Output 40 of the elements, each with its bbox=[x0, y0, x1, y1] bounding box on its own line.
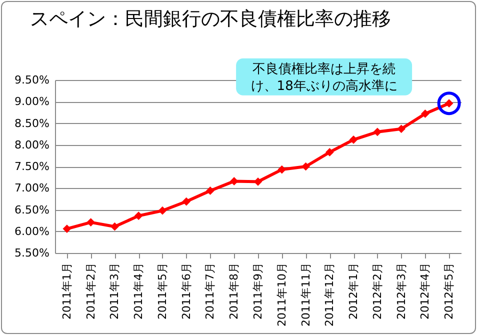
point bbox=[349, 136, 358, 144]
x-tick-label: 2011年1月 bbox=[60, 262, 74, 320]
point bbox=[158, 206, 167, 215]
x-tick-label: 2012年3月 bbox=[394, 262, 408, 320]
x-tick-label: 2012年4月 bbox=[418, 262, 432, 320]
y-tick-label: 8.00% bbox=[14, 138, 50, 152]
y-tick-label: 8.50% bbox=[14, 116, 50, 130]
chart-title: スペイン：民間銀行の不良債権比率の推移 bbox=[30, 7, 391, 32]
y-tick-label: 6.50% bbox=[14, 203, 50, 216]
x-tick-label: 2011年2月 bbox=[84, 262, 98, 320]
point bbox=[302, 162, 310, 171]
x-tick-label: 2012年2月 bbox=[370, 262, 384, 320]
x-tick-label: 2011年5月 bbox=[156, 262, 169, 320]
x-tick-label: 2011年7月 bbox=[204, 262, 217, 320]
x-tick-label: 2012年1月 bbox=[347, 262, 360, 320]
annotation: 不良債権比率は上昇を続け、18年ぶりの高水準に bbox=[250, 60, 398, 94]
x-tick-label: 2011年9月 bbox=[252, 262, 264, 320]
x-tick-label: 2011年11月 bbox=[299, 262, 312, 326]
y-tick-label: 5.50% bbox=[14, 246, 50, 260]
x-tick-label: 2011年4月 bbox=[132, 262, 146, 320]
point bbox=[420, 110, 430, 118]
y-tick-label: 6.00% bbox=[14, 224, 50, 238]
x-tick-label: 2012年5月 bbox=[442, 262, 456, 320]
point bbox=[182, 197, 191, 206]
y-tick-label: 7.50% bbox=[14, 160, 50, 173]
y-tick-label: 9.00% bbox=[14, 95, 50, 108]
x-tick-label: 2011年12月 bbox=[323, 262, 336, 326]
point bbox=[62, 224, 72, 233]
point bbox=[110, 222, 119, 231]
point bbox=[86, 218, 96, 226]
x-tick-label: 2011年6月 bbox=[180, 262, 193, 320]
y-tick-label: 7.00% bbox=[14, 182, 50, 195]
x-tick-label: 2011年10月 bbox=[275, 262, 288, 326]
point bbox=[206, 186, 214, 195]
point bbox=[134, 212, 143, 220]
x-tick-label: 2011年8月 bbox=[228, 262, 241, 320]
y-tick-label: 9.50% bbox=[14, 74, 50, 86]
x-tick-label: 2011年3月 bbox=[108, 262, 122, 320]
point bbox=[325, 148, 334, 156]
point bbox=[397, 124, 406, 134]
